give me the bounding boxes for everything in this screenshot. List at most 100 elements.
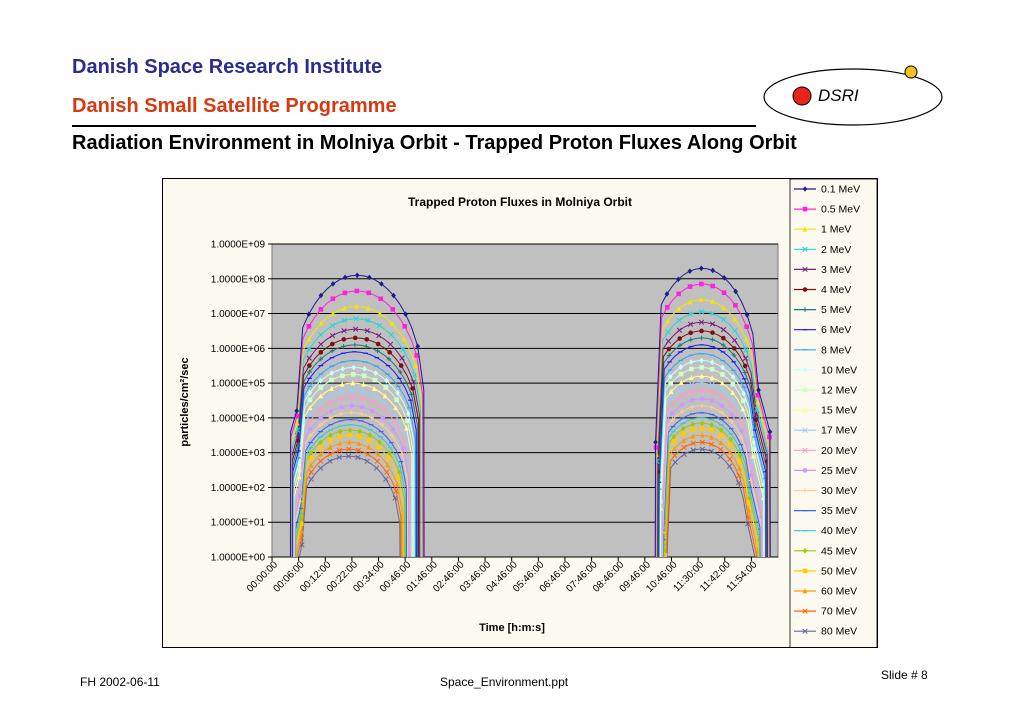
y-tick-label: 1.0000E+05 <box>211 379 266 390</box>
series-marker <box>342 274 348 281</box>
legend-swatch-marker <box>802 367 808 373</box>
series-marker <box>394 481 400 487</box>
series-marker <box>329 348 335 354</box>
logo-orbit-ellipse <box>763 68 943 126</box>
y-tick-label: 1.0000E+08 <box>211 274 266 285</box>
series-marker <box>390 307 396 312</box>
series-marker <box>750 453 756 459</box>
series-marker <box>710 267 716 274</box>
series-marker <box>709 398 715 403</box>
series-marker <box>761 488 767 494</box>
series-marker <box>354 288 360 294</box>
legend-label: 12 MeV <box>821 385 857 397</box>
series-marker <box>398 363 404 368</box>
series-marker <box>719 394 725 400</box>
series-marker <box>341 328 347 334</box>
series-marker <box>699 439 705 445</box>
series-marker <box>385 462 390 468</box>
series-marker <box>355 454 361 461</box>
series-marker <box>699 335 704 341</box>
legend-item: 45 MeV <box>794 545 857 557</box>
series-marker <box>339 381 345 387</box>
series-marker <box>327 458 333 464</box>
series-marker <box>708 448 715 454</box>
series-marker <box>308 426 313 432</box>
series-marker <box>709 375 715 381</box>
series-marker <box>731 352 737 358</box>
series-marker <box>689 374 694 380</box>
series-marker <box>298 521 304 527</box>
series-20-mev <box>293 387 765 557</box>
series-marker <box>709 422 714 428</box>
series-marker <box>662 552 667 557</box>
series-marker <box>719 403 725 408</box>
series-marker <box>665 338 672 344</box>
series-70-mev <box>296 439 758 557</box>
series-marker <box>365 317 371 324</box>
legend-item: 50 MeV <box>794 565 857 577</box>
series-marker <box>733 302 738 308</box>
legend-item: 80 MeV <box>794 626 857 638</box>
series-marker <box>678 364 684 371</box>
series-marker <box>681 431 686 437</box>
footer-slide-number: Slide # 8 <box>881 668 928 682</box>
series-marker <box>341 344 346 349</box>
series-marker <box>719 387 725 393</box>
legend-swatch-marker <box>802 568 808 574</box>
series-marker <box>307 411 313 417</box>
series-marker <box>749 472 754 478</box>
series-marker <box>376 332 382 339</box>
series-15-mev <box>293 373 766 557</box>
series-marker <box>720 342 726 348</box>
series-marker <box>729 419 734 424</box>
series-marker <box>318 356 324 362</box>
series-marker <box>687 311 693 317</box>
series-marker <box>347 432 353 438</box>
legend-item: 20 MeV <box>794 445 857 457</box>
series-marker <box>665 329 671 335</box>
series-marker <box>328 415 334 421</box>
series-marker <box>330 310 336 317</box>
legend-item: 1 MeV <box>794 224 851 236</box>
footer-date: FH 2002-06-11 <box>80 675 160 689</box>
series-marker <box>718 433 724 438</box>
series-marker <box>689 397 695 403</box>
series-8-mev <box>292 352 768 557</box>
series-marker <box>354 303 359 309</box>
series-marker <box>689 404 695 410</box>
legend-item: 25 MeV <box>794 465 857 477</box>
series-marker <box>307 390 313 396</box>
series-marker <box>730 374 736 380</box>
series-marker <box>318 406 324 412</box>
series-60-mev <box>296 432 761 557</box>
series-marker <box>680 425 686 432</box>
series-marker <box>668 381 673 386</box>
series-marker <box>308 462 314 468</box>
legend-item: 5 MeV <box>794 304 851 316</box>
legend-label: 3 MeV <box>821 264 851 276</box>
series-0-5-mev <box>290 281 772 557</box>
series-marker <box>328 399 334 405</box>
series-marker <box>387 341 394 347</box>
series-marker <box>688 359 694 365</box>
series-marker <box>318 377 324 384</box>
series-marker <box>357 428 363 435</box>
series-marker <box>676 276 681 283</box>
series-marker <box>740 406 746 412</box>
series-marker <box>742 355 749 361</box>
series-marker <box>404 425 409 431</box>
legend-label: 10 MeV <box>821 364 857 376</box>
series-marker <box>360 388 366 395</box>
series-marker <box>308 450 314 456</box>
series-marker <box>354 272 360 279</box>
series-marker <box>340 366 346 372</box>
series-marker <box>721 304 727 311</box>
series-marker <box>349 387 356 393</box>
series-marker <box>367 432 373 438</box>
series-marker <box>388 332 394 338</box>
series-marker <box>375 341 381 347</box>
series-marker <box>318 399 324 406</box>
series-marker <box>351 364 356 371</box>
series-line <box>294 405 762 557</box>
programme-heading: Danish Small Satellite Programme <box>72 95 397 117</box>
